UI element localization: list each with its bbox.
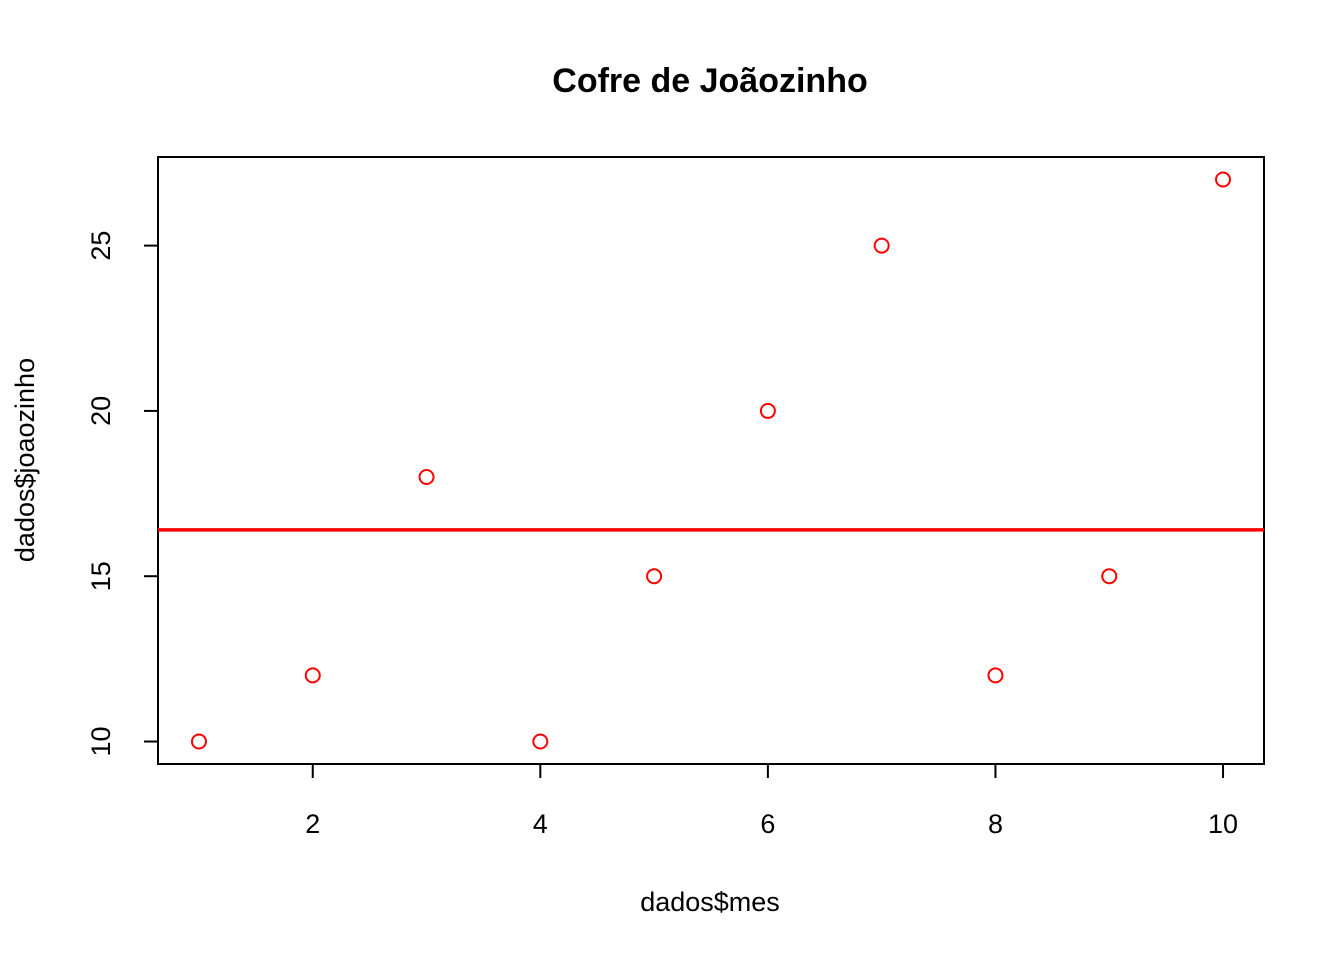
y-axis: 10 15 20 25 <box>86 231 159 757</box>
y-tick-label: 25 <box>86 231 116 261</box>
data-point <box>532 733 549 750</box>
data-points <box>190 171 1232 750</box>
y-tick-label: 20 <box>86 396 116 426</box>
x-tick-label: 6 <box>760 809 775 839</box>
y-axis-label: dados$joaozinho <box>10 358 40 562</box>
y-tick-label: 10 <box>86 726 116 756</box>
data-point <box>1101 568 1118 585</box>
x-tick-label: 4 <box>533 809 548 839</box>
chart-title: Cofre de Joãozinho <box>552 62 867 100</box>
plot-frame <box>157 156 1265 765</box>
x-tick-label: 2 <box>305 809 320 839</box>
x-axis-label: dados$mes <box>640 887 780 917</box>
data-point <box>1215 171 1232 188</box>
x-axis: 2 4 6 8 10 <box>305 763 1238 839</box>
data-point <box>646 568 663 585</box>
data-point <box>304 667 321 684</box>
x-tick-label: 8 <box>988 809 1003 839</box>
x-tick-label: 10 <box>1208 809 1238 839</box>
data-point <box>190 733 207 750</box>
y-tick-label: 15 <box>86 561 116 591</box>
data-point <box>418 469 435 486</box>
data-point <box>759 402 776 419</box>
data-point <box>873 237 890 254</box>
data-point <box>987 667 1004 684</box>
